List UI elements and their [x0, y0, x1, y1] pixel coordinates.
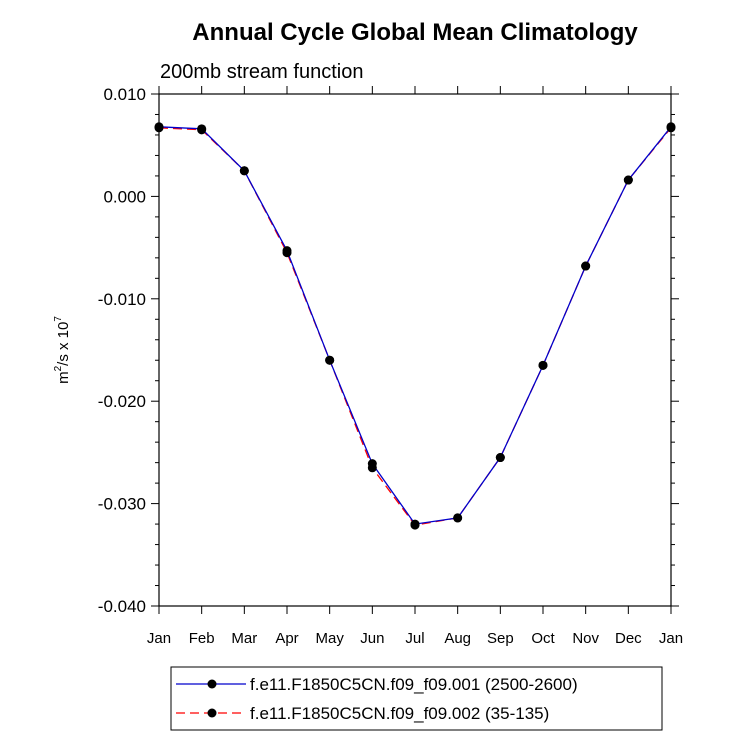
- x-tick-label: Jan: [147, 630, 171, 647]
- x-tick-label: May: [315, 630, 344, 647]
- x-tick-label: Jan: [659, 630, 683, 647]
- y-tick-label: -0.040: [98, 597, 146, 616]
- series-layer: [154, 122, 676, 530]
- y-tick-label: -0.020: [98, 392, 146, 411]
- series-2-point: [495, 453, 505, 463]
- x-tick-label: Apr: [275, 630, 298, 647]
- x-tick-label: Jun: [360, 630, 384, 647]
- series-2-point: [538, 360, 548, 370]
- series-2-point: [410, 520, 420, 530]
- series-2-point: [581, 261, 591, 271]
- x-tick-label: Nov: [572, 630, 599, 647]
- series-2-point: [367, 463, 377, 473]
- y-axis-label-sup1: 2: [53, 365, 64, 371]
- y-axis-label-mid: /s x 10: [55, 322, 72, 366]
- y-tick-label: -0.010: [98, 290, 146, 309]
- series-2-point: [197, 125, 207, 135]
- x-tick-label: Jul: [405, 630, 424, 647]
- legend-label-series-1: f.e11.F1850C5CN.f09_f09.001 (2500-2600): [250, 675, 578, 694]
- legend: f.e11.F1850C5CN.f09_f09.001 (2500-2600) …: [170, 666, 663, 731]
- y-tick-label: 0.010: [103, 85, 146, 104]
- chart-subtitle: 200mb stream function: [160, 61, 363, 83]
- y-axis-label-sup2: 7: [53, 316, 64, 322]
- series-line-1: [158, 126, 672, 525]
- x-tick-label: Sep: [487, 630, 514, 647]
- chart-title: Annual Cycle Global Mean Climatology: [192, 19, 638, 46]
- legend-box: [170, 666, 663, 731]
- x-tick-label: Oct: [531, 630, 555, 647]
- x-tick-label: Dec: [615, 630, 642, 647]
- series-2-point: [623, 175, 633, 185]
- series-line-2: [158, 127, 672, 526]
- series-2-point: [154, 123, 164, 133]
- series-2-point: [282, 248, 292, 258]
- legend-marker-series-1: [207, 679, 217, 689]
- y-tick-label: -0.030: [98, 495, 146, 514]
- series-2-point: [239, 166, 249, 176]
- y-axis-label-base: m: [55, 371, 72, 384]
- x-tick-label: Feb: [189, 630, 215, 647]
- series-2-point: [453, 513, 463, 523]
- svg-text:m2/s x 107: m2/s x 107: [53, 316, 72, 384]
- legend-label-series-2: f.e11.F1850C5CN.f09_f09.002 (35-135): [250, 704, 549, 723]
- series-2-point: [666, 123, 676, 133]
- x-tick-label: Mar: [231, 630, 257, 647]
- y-axis-label: m2/s x 107: [53, 316, 72, 384]
- y-tick-label: 0.000: [103, 187, 146, 206]
- legend-marker-series-2: [207, 708, 217, 718]
- x-tick-label: Aug: [444, 630, 471, 647]
- series-2-point: [325, 355, 335, 365]
